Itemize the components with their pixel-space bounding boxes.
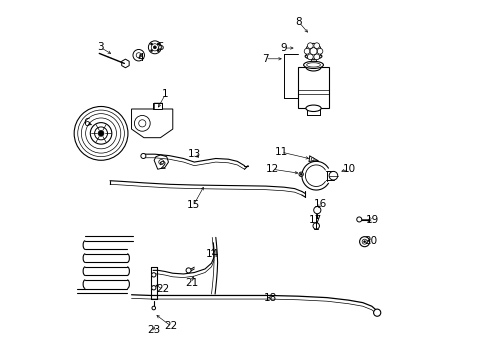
Ellipse shape xyxy=(303,61,323,68)
Text: 10: 10 xyxy=(342,164,355,174)
Text: 12: 12 xyxy=(265,164,279,174)
Circle shape xyxy=(141,153,145,158)
Text: 5: 5 xyxy=(157,42,163,52)
Text: 14: 14 xyxy=(205,248,219,258)
Text: 23: 23 xyxy=(147,325,161,335)
Text: 3: 3 xyxy=(97,42,103,52)
Text: 22: 22 xyxy=(156,284,169,294)
Circle shape xyxy=(313,54,319,60)
Circle shape xyxy=(313,43,319,49)
Circle shape xyxy=(98,131,104,136)
Circle shape xyxy=(356,217,361,222)
Text: 8: 8 xyxy=(295,17,302,27)
Circle shape xyxy=(317,48,322,54)
Circle shape xyxy=(359,237,369,247)
Bar xyxy=(298,67,328,108)
Circle shape xyxy=(312,223,319,229)
Circle shape xyxy=(307,54,312,60)
Circle shape xyxy=(150,43,152,45)
Text: 19: 19 xyxy=(366,215,379,225)
Text: 2: 2 xyxy=(159,161,166,171)
Text: 20: 20 xyxy=(364,236,377,246)
Text: 22: 22 xyxy=(164,321,178,331)
Circle shape xyxy=(185,268,191,273)
Text: 9: 9 xyxy=(279,43,286,53)
Text: 13: 13 xyxy=(187,149,201,159)
Circle shape xyxy=(151,285,156,290)
Circle shape xyxy=(157,43,159,45)
Text: 1: 1 xyxy=(162,89,168,99)
Text: 21: 21 xyxy=(184,278,198,288)
Ellipse shape xyxy=(305,53,321,59)
Circle shape xyxy=(363,240,365,243)
Bar xyxy=(153,103,162,109)
Circle shape xyxy=(157,50,159,52)
Circle shape xyxy=(152,306,155,310)
Text: 18: 18 xyxy=(263,293,276,303)
Circle shape xyxy=(313,207,320,214)
Circle shape xyxy=(94,127,107,140)
Text: 17: 17 xyxy=(308,215,322,225)
Circle shape xyxy=(307,43,312,49)
Text: 6: 6 xyxy=(83,118,90,128)
Circle shape xyxy=(304,48,309,54)
Ellipse shape xyxy=(305,105,321,112)
Circle shape xyxy=(310,158,313,161)
Text: 16: 16 xyxy=(313,199,326,210)
Text: 7: 7 xyxy=(262,54,268,64)
Circle shape xyxy=(150,50,152,52)
Circle shape xyxy=(328,171,337,180)
Text: 15: 15 xyxy=(186,200,200,210)
Ellipse shape xyxy=(305,63,321,71)
Circle shape xyxy=(151,273,156,277)
Text: 4: 4 xyxy=(137,53,143,63)
Circle shape xyxy=(373,309,380,316)
Circle shape xyxy=(300,173,302,175)
Circle shape xyxy=(305,43,321,59)
Text: 11: 11 xyxy=(274,147,287,157)
Circle shape xyxy=(298,172,303,176)
Circle shape xyxy=(153,46,156,49)
